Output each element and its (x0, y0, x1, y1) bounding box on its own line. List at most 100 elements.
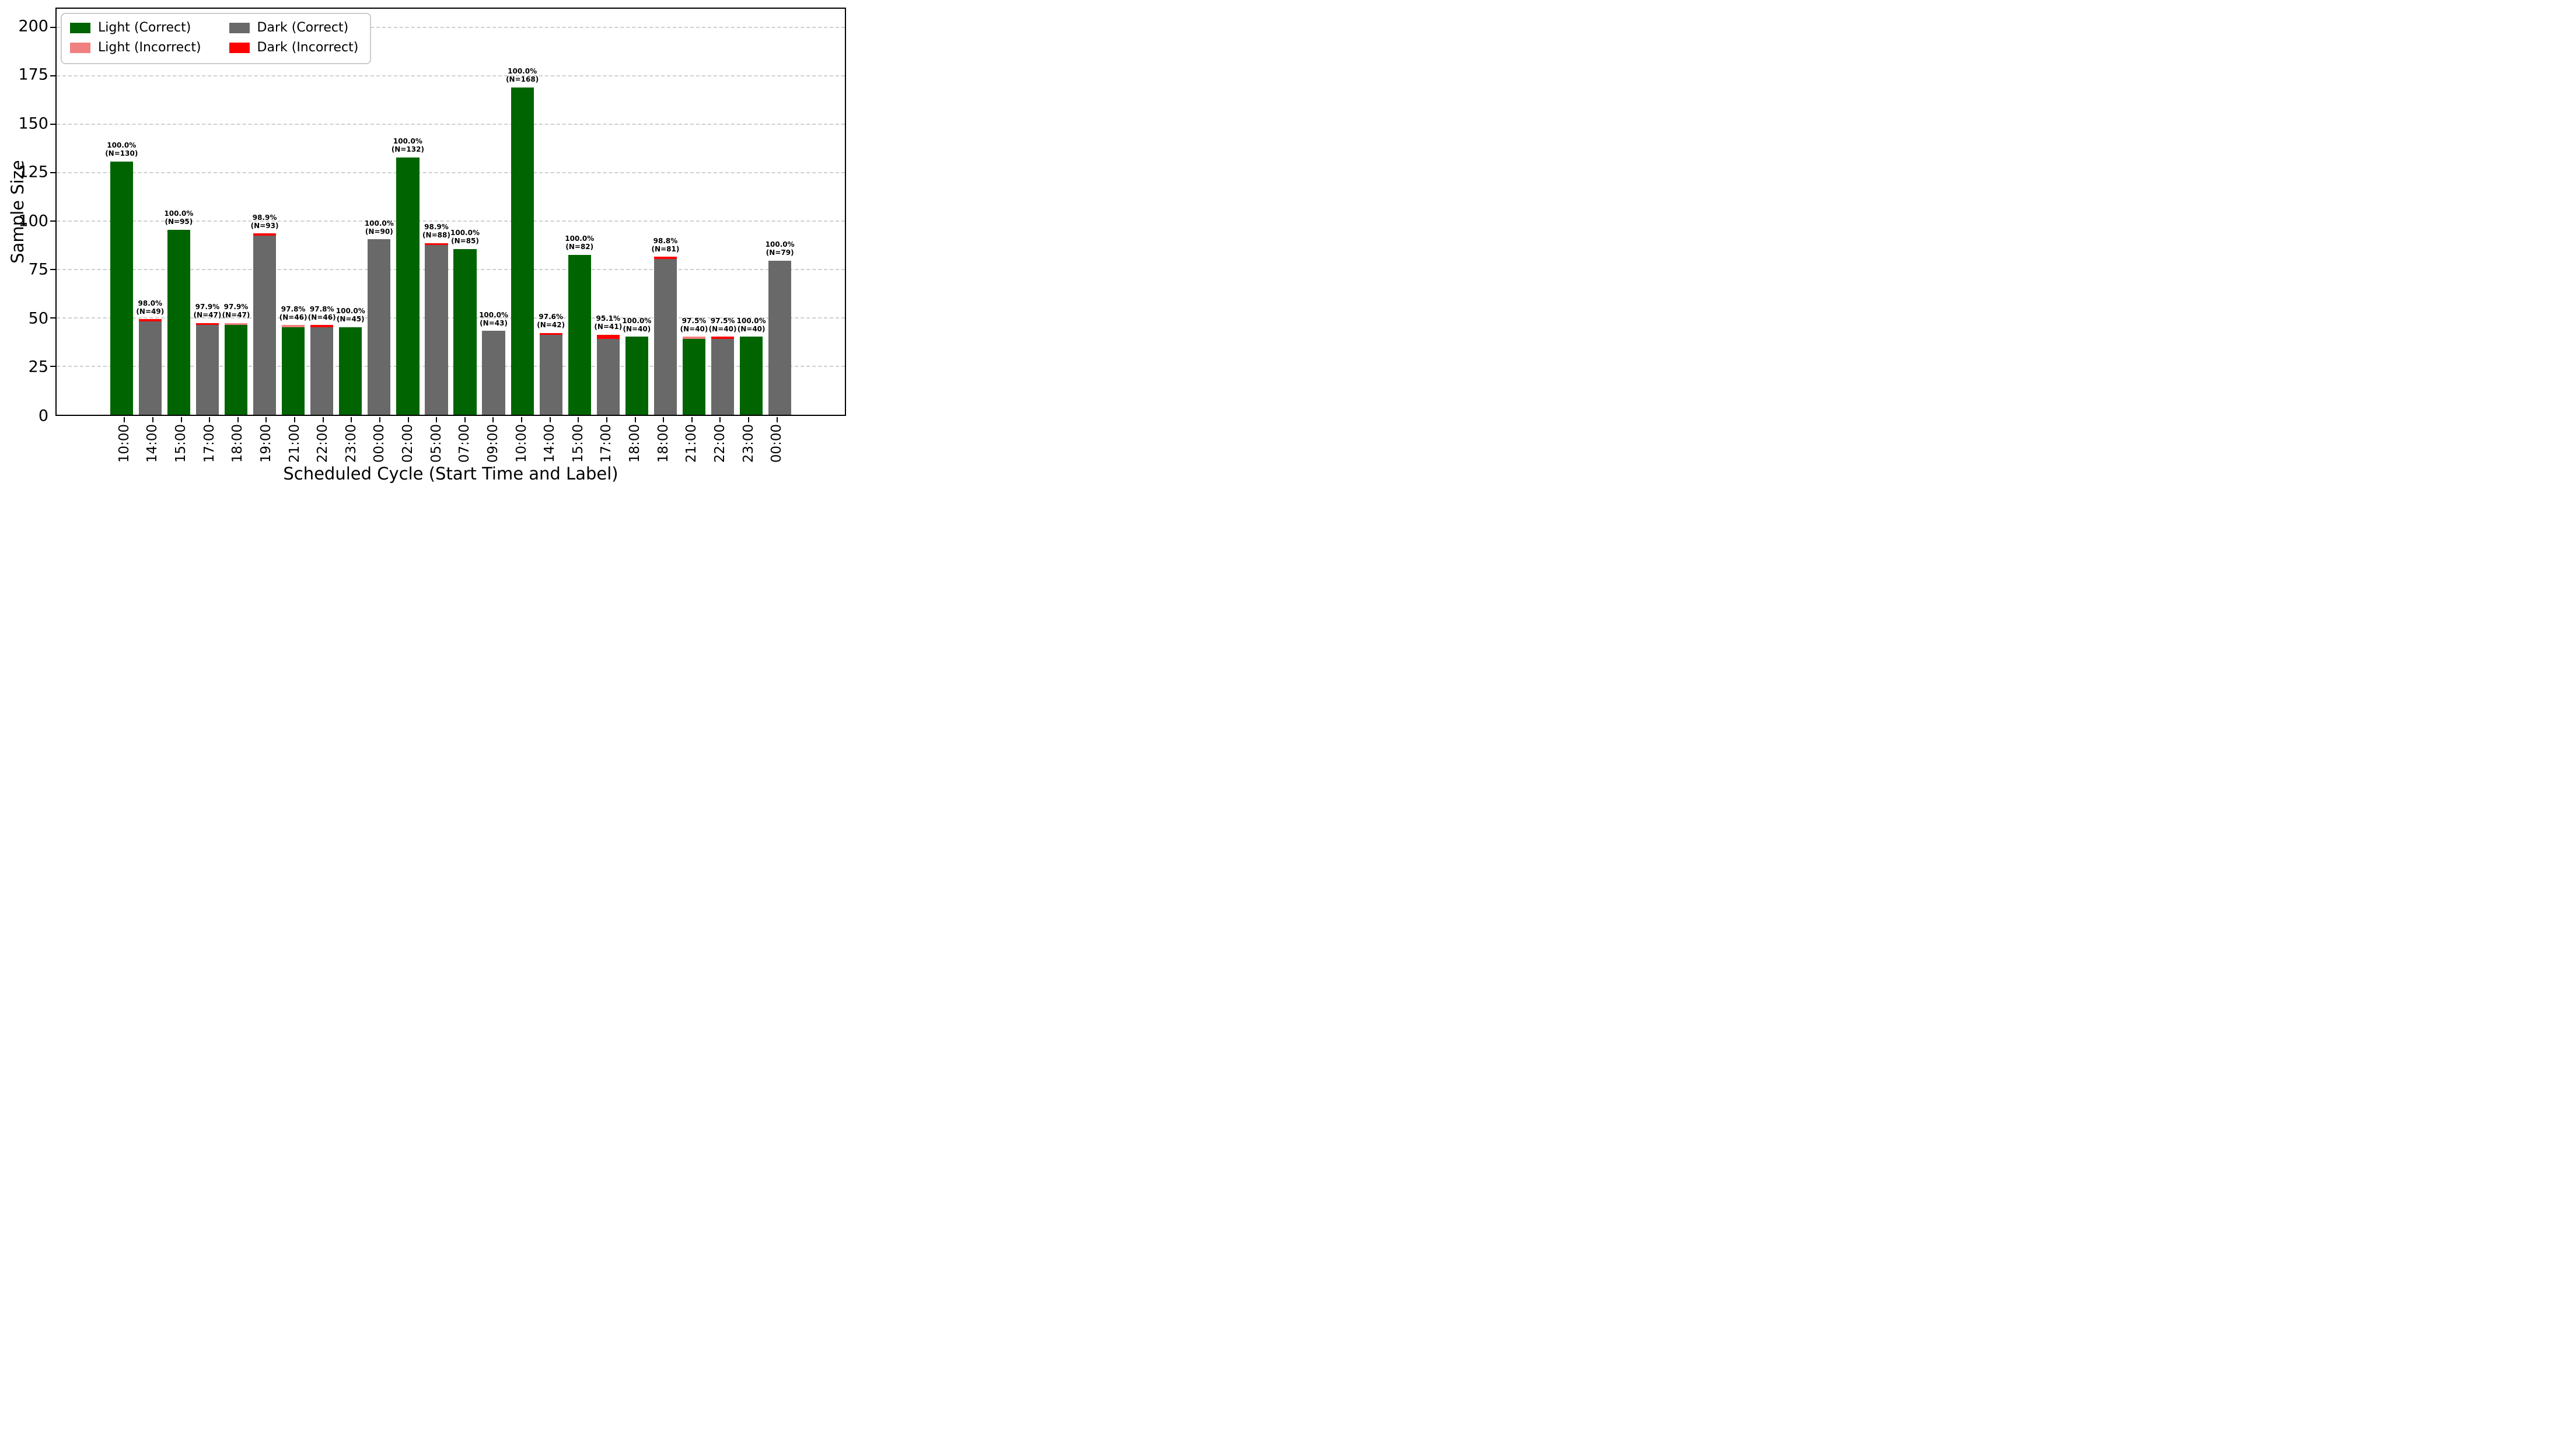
x-tick: 10:00 (508, 417, 536, 465)
y-axis-tick-labels: 0 25 50 75 100 125 150 175 200 (0, 8, 55, 424)
x-tick: 09:00 (479, 417, 508, 465)
bar-annotation-pct: 100.0% (765, 240, 795, 249)
bar-column: 100.0% (N=168) (506, 9, 539, 415)
bar-annotation-pct: 100.0% (450, 229, 480, 237)
x-tick-mark (436, 417, 438, 422)
bar-column: 97.9% (N=47) (222, 9, 250, 415)
bar-correct-segment (453, 249, 477, 415)
bar-annotation: 95.1% (N=41) (594, 315, 622, 331)
bar-annotation-n: (N=85) (451, 237, 479, 246)
bar-annotation-n: (N=49) (136, 307, 165, 316)
bar-correct-segment (396, 157, 420, 415)
bar-annotation-n: (N=90) (365, 227, 393, 236)
legend-swatch-light-correct (70, 23, 90, 34)
x-tick: 23:00 (735, 417, 763, 465)
bar-annotation-n: (N=93) (250, 221, 279, 230)
x-tick-label: 19:00 (258, 424, 274, 463)
bar-annotation-n: (N=81) (651, 244, 680, 253)
x-tick-label: 22:00 (315, 424, 331, 463)
bar-correct-segment (195, 325, 219, 415)
bar-annotation: 100.0% (N=168) (506, 67, 539, 84)
x-axis-tick-labels: 10:00 14:00 15:00 17:00 18:00 19:00 21:00 22:00… (55, 417, 846, 465)
x-tick: 18:00 (223, 417, 252, 465)
bar-light (110, 161, 133, 415)
x-tick-mark (663, 417, 665, 422)
x-tick-label: 07:00 (457, 424, 473, 463)
x-tick: 18:00 (621, 417, 649, 465)
bar-annotation-n: (N=46) (279, 313, 307, 321)
bar-annotation-pct: 98.9% (252, 213, 277, 222)
bar-annotation-pct: 100.0% (565, 235, 595, 243)
bar-annotation-pct: 97.8% (281, 304, 306, 313)
bar-column: 100.0% (N=43) (479, 9, 508, 415)
bar-column: 97.6% (N=42) (537, 9, 565, 415)
legend-item-light-correct: Light (Correct) (70, 20, 201, 35)
x-tick: 14:00 (139, 417, 167, 465)
x-tick: 15:00 (167, 417, 195, 465)
x-tick-label: 18:00 (627, 424, 643, 463)
bar-annotation-n: (N=47) (193, 311, 222, 320)
bar-annotation: 98.8% (N=81) (652, 237, 680, 254)
bar-dark (596, 335, 620, 415)
bar-annotation: 100.0% (N=40) (622, 317, 651, 334)
bar-light (339, 327, 362, 415)
x-tick-mark (265, 417, 267, 422)
legend-label-dark-incorrect: Dark (Incorrect) (257, 40, 359, 55)
bar-correct-segment (653, 258, 677, 415)
x-tick-mark (719, 417, 721, 422)
bar-annotation: 100.0% (N=132) (392, 138, 424, 154)
bar-annotation-pct: 100.0% (393, 137, 422, 146)
bar-annotation-pct: 95.1% (596, 314, 621, 323)
x-tick-label: 23:00 (343, 424, 359, 463)
bar-correct-segment (425, 245, 448, 415)
x-tick-label: 17:00 (201, 424, 217, 463)
gridline (57, 75, 845, 76)
bar-column: 100.0% (N=40) (622, 9, 651, 415)
bar-correct-segment (568, 255, 591, 415)
bar-column: 100.0% (N=95) (164, 9, 193, 415)
x-tick-mark (124, 417, 125, 422)
bar-column: 98.0% (N=49) (136, 9, 165, 415)
bar-annotation: 98.9% (N=93) (251, 214, 279, 230)
y-tick-label: 100 (18, 212, 48, 230)
x-tick: 02:00 (394, 417, 422, 465)
bar-annotation: 98.9% (N=88) (422, 223, 450, 240)
bar-column: 100.0% (N=79) (765, 9, 795, 415)
bar-annotation-n: (N=40) (623, 324, 651, 333)
x-tick-mark (578, 417, 579, 422)
bar-incorrect-segment (539, 332, 562, 335)
bar-annotation-pct: 97.9% (195, 303, 220, 312)
legend-item-dark-correct: Dark (Correct) (229, 20, 359, 35)
bar-annotation-pct: 100.0% (508, 67, 537, 76)
x-tick: 14:00 (536, 417, 564, 465)
bar-dark (195, 323, 219, 415)
bar-incorrect-segment (282, 325, 305, 327)
gridline (57, 220, 845, 222)
bar-annotation: 100.0% (N=82) (565, 235, 594, 251)
bar-annotation-n: (N=168) (506, 75, 539, 83)
x-tick-mark (180, 417, 182, 422)
legend-swatch-dark-incorrect (229, 43, 250, 54)
x-tick-mark (351, 417, 352, 422)
bar-annotation-pct: 97.6% (539, 313, 564, 321)
bar-column: 97.5% (N=40) (680, 9, 708, 415)
x-axis-title: Scheduled Cycle (Start Time and Label) (283, 464, 618, 484)
x-tick-label: 10:00 (513, 424, 529, 463)
x-tick-mark (549, 417, 551, 422)
bar-dark (711, 337, 735, 415)
bar-correct-segment (511, 87, 534, 415)
bar-annotation-pct: 97.9% (223, 303, 249, 312)
bar-annotation: 100.0% (N=95) (164, 209, 193, 226)
x-tick-label: 02:00 (400, 424, 416, 463)
bar-dark (310, 325, 334, 415)
gridline (57, 317, 845, 318)
y-tick-mark (50, 268, 57, 270)
y-tick-label: 75 (28, 260, 48, 279)
x-tick: 22:00 (309, 417, 337, 465)
bar-incorrect-segment (310, 325, 334, 327)
bar-dark (425, 243, 448, 415)
bar-light (167, 229, 190, 415)
bar-incorrect-segment (711, 337, 735, 339)
bar-dark (653, 257, 677, 415)
x-tick-mark (521, 417, 523, 422)
